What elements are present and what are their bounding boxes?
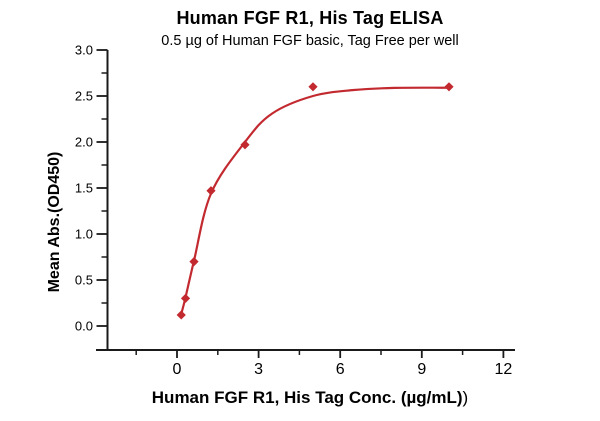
x-tick-label: 9	[417, 361, 426, 378]
y-tick-label: 2.0	[75, 135, 93, 150]
y-tick-label: 0.5	[75, 273, 93, 288]
chart-subtitle: 0.5 µg of Human FGF basic, Tag Free per …	[161, 33, 459, 49]
x-tick-label: 12	[495, 361, 513, 378]
x-tick-label: 0	[173, 361, 182, 378]
data-point-marker	[206, 186, 216, 196]
data-point-marker	[240, 140, 250, 150]
y-tick-label: 2.5	[75, 89, 93, 104]
y-tick-label: 3.0	[75, 43, 93, 58]
data-point-marker	[308, 82, 318, 92]
data-point-marker	[180, 293, 191, 303]
data-point-marker	[444, 82, 454, 92]
x-tick-label: 3	[254, 361, 263, 378]
x-axis-label-text: Human FGF R1, His Tag Conc. (µg/mL)	[151, 388, 463, 407]
y-tick-label: 1.5	[75, 181, 93, 196]
y-tick-label: 1.0	[75, 227, 93, 242]
x-axis-label-suffix: )	[462, 388, 469, 407]
y-tick-label: 0.0	[75, 319, 93, 334]
x-tick-label: 6	[336, 361, 345, 378]
chart-title: Human FGF R1, His Tag ELISA	[176, 8, 444, 28]
fit-curve	[180, 86, 451, 316]
data-point-marker	[176, 310, 186, 320]
x-axis-label: Human FGF R1, His Tag Conc. (µg/mL))	[20, 388, 600, 408]
data-point-marker	[189, 257, 199, 267]
